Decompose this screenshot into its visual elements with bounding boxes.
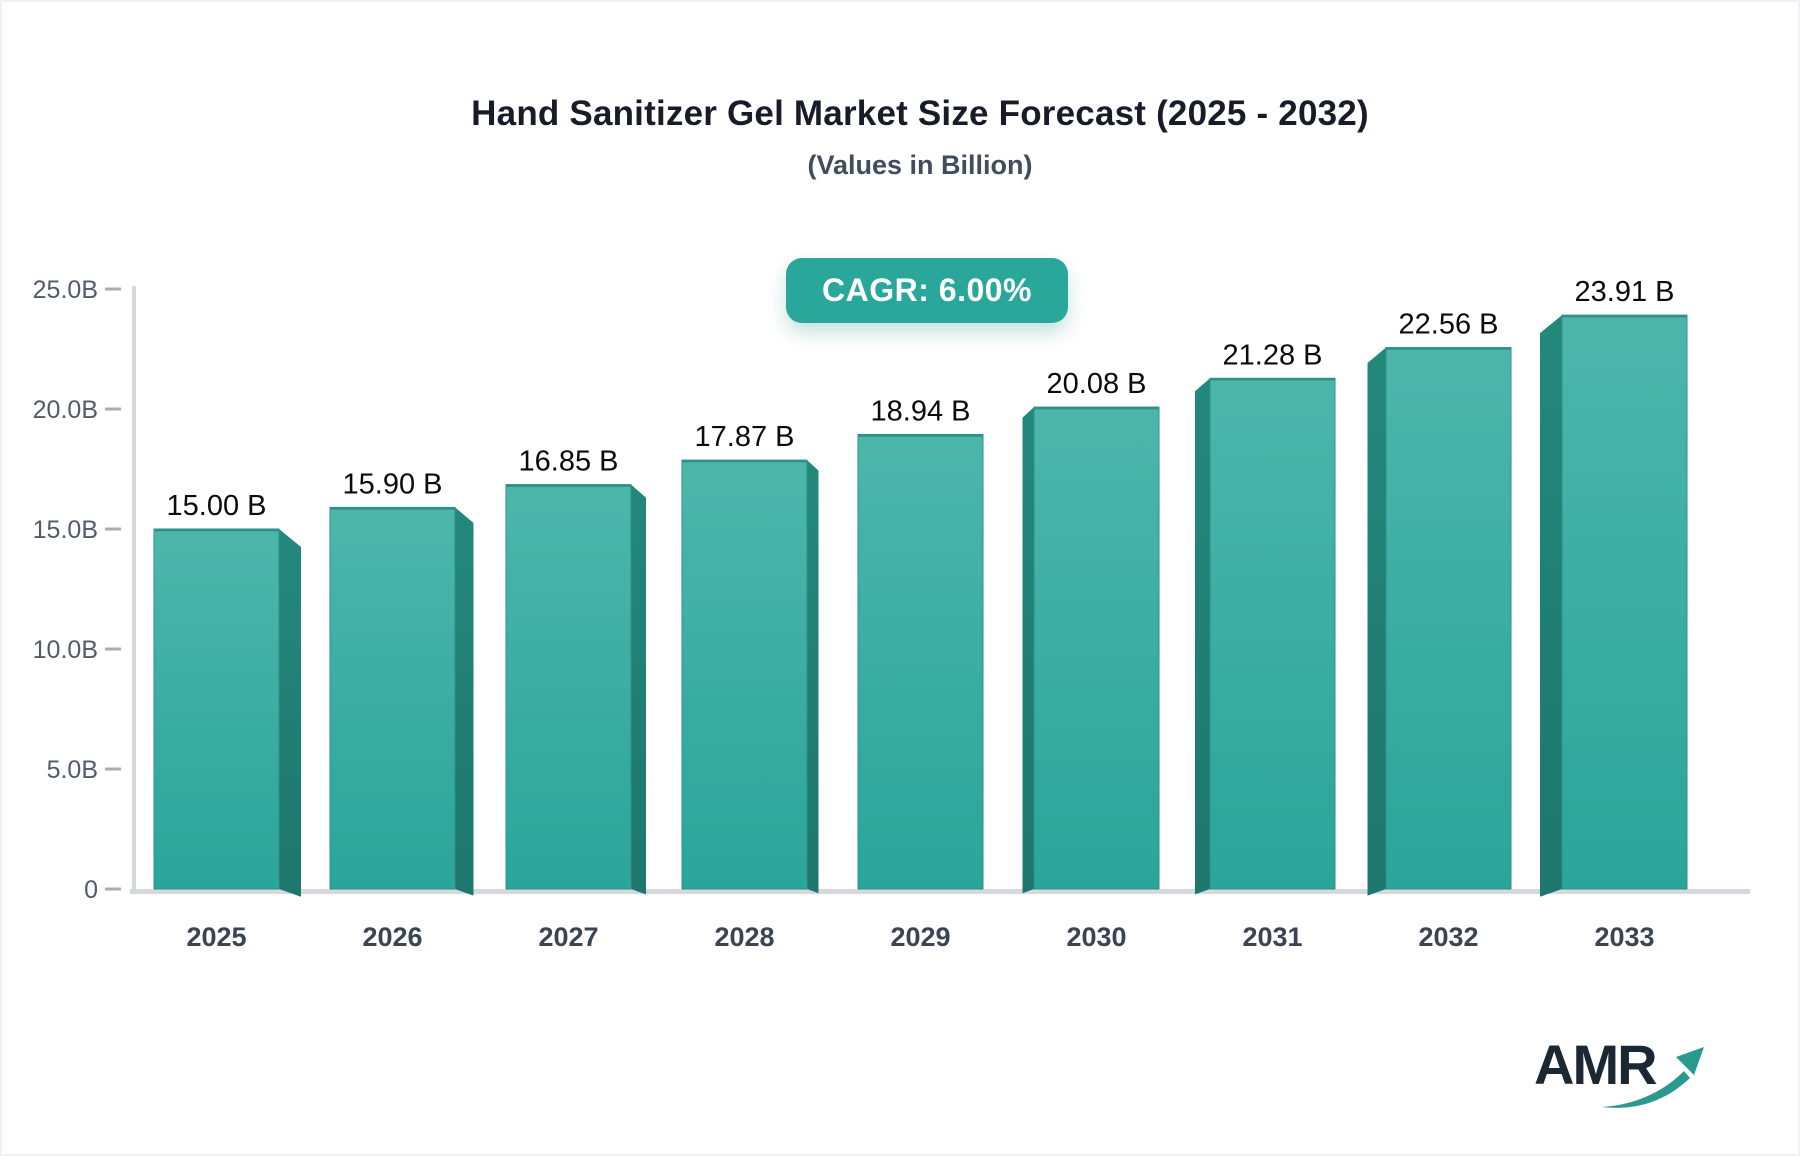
bar-value-label: 22.56 B <box>1399 309 1499 341</box>
bar-2028 <box>681 459 819 894</box>
y-tick-mark <box>105 287 121 291</box>
bar-value-label: 17.87 B <box>695 421 795 453</box>
chart-title: Hand Sanitizer Gel Market Size Forecast … <box>471 94 1369 133</box>
chart-subtitle: (Values in Billion) <box>807 150 1033 180</box>
bar-value-label: 23.91 B <box>1575 276 1675 308</box>
labels-layer: 25.0B 20.0B 15.0B 10.0B 5.0B 0 15.00 B 2025 15.9… <box>33 276 1675 952</box>
bar-2026 <box>329 506 474 896</box>
bars-layer <box>153 314 1688 897</box>
bar-side-face <box>279 529 301 897</box>
y-tick-mark <box>105 527 121 531</box>
x-category-label: 2033 <box>1594 922 1654 952</box>
bar-front-face <box>1385 347 1512 890</box>
bar-value-label: 18.94 B <box>871 395 971 427</box>
y-tick-mark <box>105 887 121 891</box>
growth-arrow-icon <box>1602 1047 1704 1108</box>
x-category-label: 2028 <box>714 922 774 952</box>
bar-2027 <box>505 484 646 895</box>
bar-2031 <box>1195 377 1336 895</box>
x-axis-line <box>130 889 1750 894</box>
x-category-label: 2027 <box>538 922 598 952</box>
bar-front-face <box>153 528 280 890</box>
bar-front-face <box>1033 406 1160 890</box>
chart-header: Hand Sanitizer Gel Market Size Forecast … <box>42 2 1798 181</box>
bar-side-face <box>1022 407 1034 894</box>
bar-2029 <box>857 433 984 890</box>
bar-value-label: 15.00 B <box>167 490 267 522</box>
bar-side-face <box>1367 347 1386 896</box>
bar-2030 <box>1022 406 1160 894</box>
y-tick-mark <box>105 767 121 771</box>
y-tick-label: 20.0B <box>33 396 98 424</box>
bar-side-face <box>807 460 819 894</box>
cagr-badge: CAGR: 6.00% <box>786 258 1068 323</box>
x-category-label: 2026 <box>362 922 422 952</box>
x-category-label: 2030 <box>1066 922 1126 952</box>
y-tick-label: 15.0B <box>33 516 98 544</box>
bar-front-face <box>505 484 632 890</box>
amr-logo: AMR <box>1534 1037 1724 1117</box>
bar-front-face <box>857 433 984 890</box>
bar-side-face <box>1195 378 1210 895</box>
y-tick-label: 25.0B <box>33 276 98 304</box>
bar-value-label: 21.28 B <box>1223 339 1323 371</box>
bar-front-face <box>1561 314 1688 890</box>
bar-value-label: 16.85 B <box>519 446 619 478</box>
y-axis-line <box>132 286 136 894</box>
axis-layer <box>105 286 1750 894</box>
bar-side-face <box>631 484 646 895</box>
bar-2033 <box>1540 314 1688 897</box>
x-category-label: 2029 <box>890 922 950 952</box>
y-tick-mark <box>105 407 121 411</box>
bar-front-face <box>681 459 808 890</box>
x-category-label: 2025 <box>186 922 246 952</box>
bar-front-face <box>1209 377 1336 890</box>
bar-side-face <box>455 507 474 896</box>
bar-value-label: 15.90 B <box>343 468 443 500</box>
y-tick-label: 5.0B <box>47 756 98 784</box>
y-tick-label: 0 <box>84 876 98 904</box>
amr-logo-text: AMR <box>1534 1033 1658 1096</box>
bar-2025 <box>153 528 301 897</box>
bar-2032 <box>1367 347 1512 896</box>
bar-value-label: 20.08 B <box>1047 368 1147 400</box>
y-tick-mark <box>105 647 121 651</box>
x-category-label: 2032 <box>1418 922 1478 952</box>
x-category-label: 2031 <box>1242 922 1302 952</box>
bar-side-face <box>1540 315 1562 897</box>
y-tick-label: 10.0B <box>33 636 98 664</box>
bar-front-face <box>329 506 456 890</box>
